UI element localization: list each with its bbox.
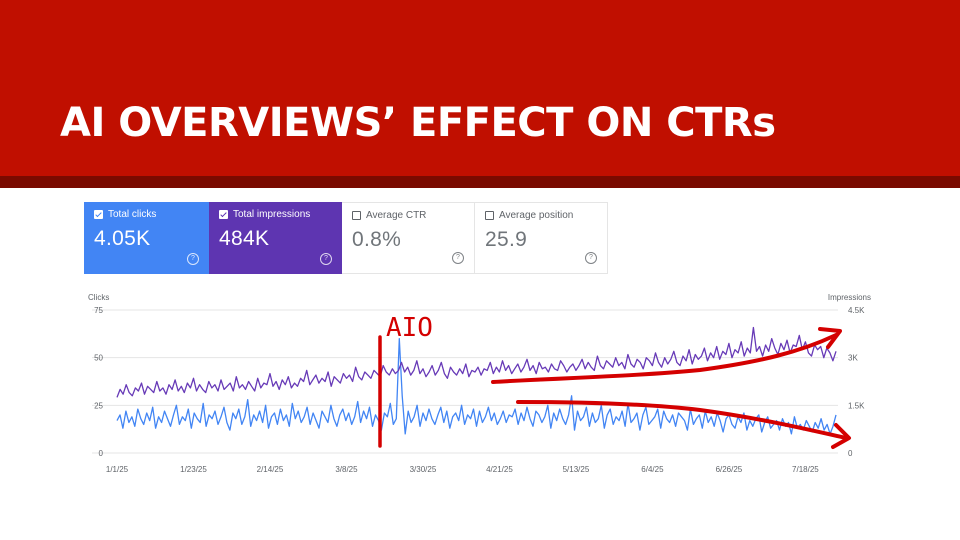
impressions-arrow-head [818, 327, 842, 349]
x-axis-tick-label: 1/23/25 [180, 465, 207, 474]
checkbox-unchecked-icon[interactable] [485, 211, 494, 220]
left-axis-tick-label: 25 [94, 401, 103, 410]
left-axis-tick-label: 50 [94, 354, 103, 363]
title-banner-shadow [0, 176, 960, 188]
x-axis-tick-label: 6/4/25 [641, 465, 664, 474]
x-axis-tick-label: 3/30/25 [410, 465, 437, 474]
total-clicks-value: 4.05K [94, 227, 151, 250]
total-clicks-label: Total clicks [108, 209, 157, 220]
x-axis-tick-label: 7/18/25 [792, 465, 819, 474]
average-position-card[interactable]: Average position 25.9 ? [475, 202, 608, 274]
clicks-arrow-head [831, 423, 851, 449]
help-icon[interactable]: ? [452, 252, 464, 264]
total-impressions-value: 484K [219, 227, 270, 250]
left-axis-tick-label: 0 [99, 449, 104, 458]
x-axis-tick-label: 3/8/25 [335, 465, 358, 474]
total-clicks-card[interactable]: Total clicks 4.05K ? [84, 202, 209, 274]
x-axis-tick-label: 1/1/25 [106, 465, 129, 474]
total-clicks-label-row: Total clicks [94, 209, 199, 220]
average-position-label-row: Average position [485, 210, 597, 221]
x-axis-tick-label: 2/14/25 [257, 465, 284, 474]
average-ctr-label-row: Average CTR [352, 210, 464, 221]
right-axis-tick-label: 1.5K [848, 401, 865, 410]
metric-cards: Total clicks 4.05K ? Total impressions 4… [84, 202, 608, 274]
total-impressions-label-row: Total impressions [219, 209, 332, 220]
left-axis-ticks: 0 25 50 75 [94, 306, 103, 458]
aio-annotation-label: AIO [386, 313, 433, 343]
chart-series [116, 326, 837, 435]
clicks-series-line [116, 337, 837, 435]
chart-gridlines [92, 309, 838, 454]
left-axis-tick-label: 75 [94, 306, 103, 315]
x-axis-tick-label: 5/13/25 [563, 465, 590, 474]
average-ctr-card[interactable]: Average CTR 0.8% ? [342, 202, 475, 274]
impressions-series-line [116, 326, 837, 398]
clicks-trend-arrow [516, 400, 848, 440]
help-icon[interactable]: ? [187, 253, 199, 265]
title-banner [0, 0, 960, 176]
help-icon[interactable]: ? [585, 252, 597, 264]
average-ctr-value: 0.8% [352, 228, 402, 251]
checkbox-checked-icon[interactable] [94, 210, 103, 219]
x-axis-tick-label: 6/26/25 [716, 465, 743, 474]
hand-drawn-annotations: AIO [378, 313, 851, 449]
total-impressions-card[interactable]: Total impressions 484K ? [209, 202, 342, 274]
right-axis-tick-label: 0 [848, 449, 853, 458]
checkbox-checked-icon[interactable] [219, 210, 228, 219]
right-axis-tick-label: 3K [848, 354, 858, 363]
help-icon[interactable]: ? [320, 253, 332, 265]
average-ctr-label: Average CTR [366, 210, 427, 221]
impressions-trend-arrow [491, 333, 838, 384]
slide-title: AI OVERVIEWS’ EFFECT ON CTRs [60, 100, 776, 146]
left-axis-label: Clicks [88, 293, 109, 302]
checkbox-unchecked-icon[interactable] [352, 211, 361, 220]
right-axis-tick-label: 4.5K [848, 306, 865, 315]
average-position-label: Average position [499, 210, 574, 221]
average-position-value: 25.9 [485, 228, 528, 251]
right-axis-ticks: 0 1.5K 3K 4.5K [848, 306, 865, 458]
x-axis-ticks: 1/1/25 1/23/25 2/14/25 3/8/25 3/30/25 4/21/25… [106, 465, 819, 474]
total-impressions-label: Total impressions [233, 209, 311, 220]
right-axis-label: Impressions [828, 293, 871, 302]
x-axis-tick-label: 4/21/25 [486, 465, 513, 474]
